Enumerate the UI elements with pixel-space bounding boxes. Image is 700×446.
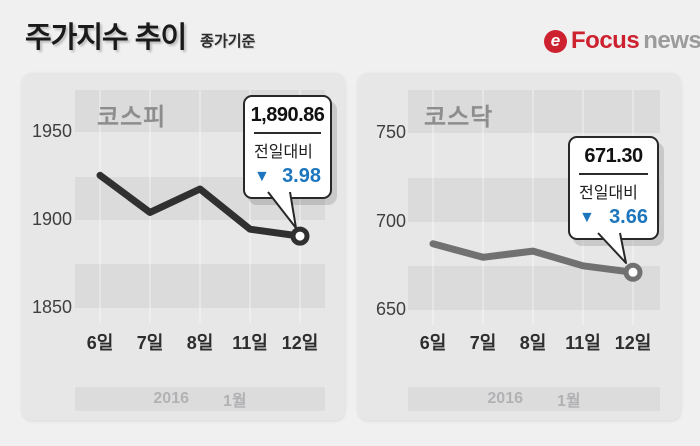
x-tick-label: 11일 (232, 333, 268, 353)
kosdaq-value-callout: 671.30 전일대비 ▼ 3.66 (568, 136, 659, 240)
focus-news-logo: e Focus news (544, 27, 700, 55)
period-bar: 2016 1월 (408, 387, 660, 411)
page-subtitle: 종가기준 (200, 33, 256, 50)
x-tick-label: 6일 (419, 333, 447, 353)
callout-divider (254, 132, 321, 134)
kospi-value-callout: 1,890.86 전일대비 ▼ 3.98 (243, 95, 332, 199)
kosdaq-last-point-marker (623, 262, 643, 282)
callout-change-row: ▼ 3.66 (579, 206, 648, 229)
kospi-line-series (96, 171, 304, 240)
x-tick-label: 8일 (519, 333, 547, 353)
period-month: 1월 (556, 393, 581, 410)
y-tick-label: 650 (375, 299, 406, 319)
y-tick-label: 700 (375, 211, 406, 231)
kosdaq-title: 코스닥 (424, 104, 494, 131)
callout-change-label: 전일대비 (579, 185, 638, 202)
callout-close-value: 1,890.86 (250, 104, 325, 126)
x-tick-label: 12일 (281, 333, 319, 353)
kosdaq-chart-canvas (408, 90, 660, 325)
x-tick-label: 12일 (614, 333, 652, 353)
kospi-chart-card: 코스피 1950 1900 1850 6일 7일 8일 11일 12일 2016… (22, 73, 345, 420)
period-month: 1월 (222, 393, 247, 410)
callout-change-value: 3.66 (609, 206, 648, 228)
period-bar: 2016 1월 (75, 387, 325, 411)
callout-change-value: 3.98 (282, 165, 321, 187)
y-tick-label: 1900 (31, 209, 72, 229)
x-tick-label: 7일 (469, 333, 497, 353)
logo-brand-focus: Focus (571, 27, 640, 54)
callout-close-value: 671.30 (584, 145, 643, 167)
logo-brand-news: news (643, 27, 700, 54)
period-year: 2016 (153, 390, 189, 407)
x-tick-label: 6일 (86, 333, 114, 353)
kospi-last-point-marker (290, 226, 310, 246)
logo-e-icon: e (544, 29, 567, 53)
callout-change-row: ▼ 3.98 (254, 165, 321, 188)
header: 주가지수 추이 종가기준 (25, 14, 255, 56)
y-tick-label: 750 (375, 122, 406, 142)
y-tick-label: 1850 (31, 297, 72, 317)
down-triangle-icon: ▼ (579, 208, 595, 226)
y-tick-label: 1950 (31, 121, 72, 141)
kosdaq-chart-card: 코스닥 750 700 650 6일 7일 8일 11일 12일 2016 1월… (358, 73, 681, 420)
kosdaq-line-series (429, 240, 637, 276)
x-tick-label: 8일 (186, 333, 214, 353)
callout-divider (579, 173, 648, 175)
page-title: 주가지수 추이 (25, 22, 187, 54)
period-year: 2016 (487, 390, 523, 407)
callout-change-label: 전일대비 (254, 144, 313, 161)
stripe-band (408, 90, 660, 133)
x-tick-label: 7일 (136, 333, 164, 353)
kospi-title: 코스피 (97, 104, 167, 131)
x-tick-label: 11일 (565, 333, 601, 353)
down-triangle-icon: ▼ (254, 167, 270, 185)
